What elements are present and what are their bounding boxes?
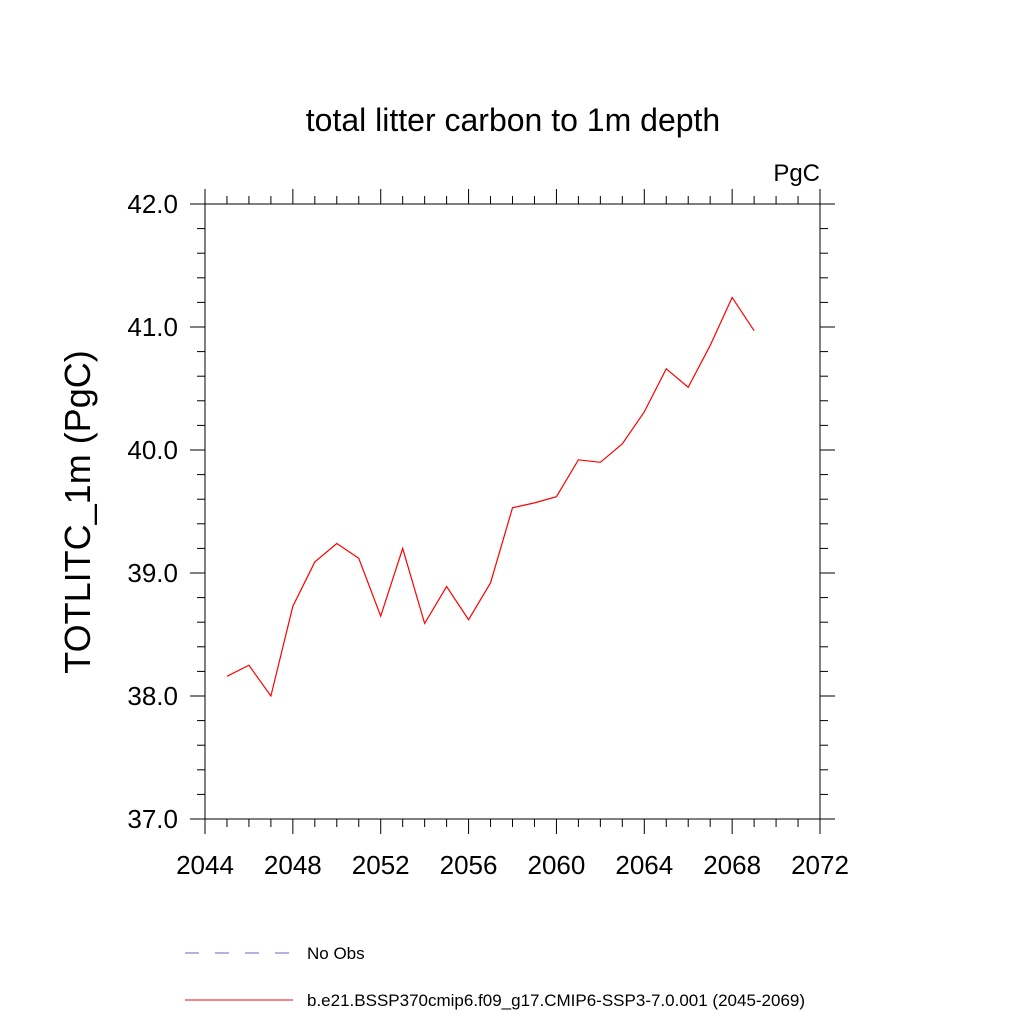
y-axis-label: TOTLITC_1m (PgC)	[57, 350, 98, 673]
x-tick-label: 2072	[791, 850, 849, 880]
x-tick-label: 2068	[703, 850, 761, 880]
chart-title: total litter carbon to 1m depth	[306, 102, 720, 138]
series-line-ssp370	[226, 296, 755, 698]
y-tick-label: 37.0	[127, 804, 178, 834]
legend-label-no-obs: No Obs	[307, 944, 365, 963]
minor-ticks	[197, 196, 828, 827]
units-label: PgC	[773, 160, 820, 187]
x-tick-label: 2056	[440, 850, 498, 880]
y-tick-label: 38.0	[127, 681, 178, 711]
x-tick-label: 2060	[528, 850, 586, 880]
y-tick-label: 40.0	[127, 435, 178, 465]
series-layer	[226, 296, 755, 698]
x-tick-label: 2064	[615, 850, 673, 880]
y-tick-label: 41.0	[127, 312, 178, 342]
x-tick-label: 2052	[352, 850, 410, 880]
x-tick-labels: 2044 2048 2052 2056 2060 2064 2068 2072	[176, 850, 849, 880]
legend-label-ssp370: b.e21.BSSP370cmip6.f09_g17.CMIP6-SSP3-7.…	[307, 991, 805, 1010]
plot-frame	[204, 203, 821, 820]
x-tick-label: 2044	[176, 850, 234, 880]
major-ticks	[190, 189, 835, 834]
y-tick-label: 39.0	[127, 558, 178, 588]
legend: No Obs b.e21.BSSP370cmip6.f09_g17.CMIP6-…	[185, 944, 805, 1010]
x-tick-label: 2048	[264, 850, 322, 880]
y-tick-labels: 37.0 38.0 39.0 40.0 41.0 42.0	[127, 189, 178, 834]
y-tick-label: 42.0	[127, 189, 178, 219]
